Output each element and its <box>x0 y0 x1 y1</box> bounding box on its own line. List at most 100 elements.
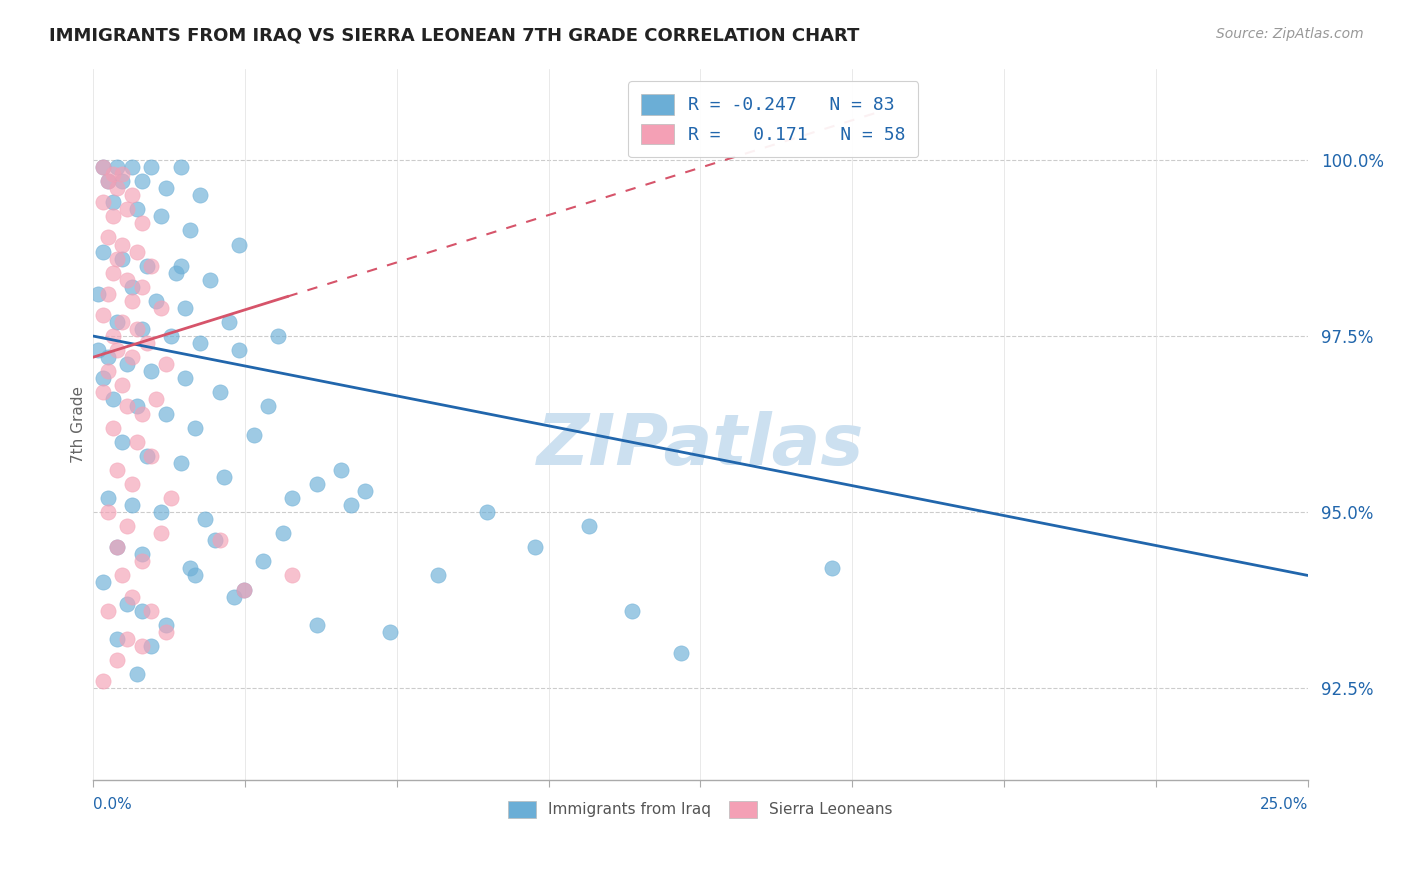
Point <box>125 400 148 414</box>
Point <box>524 541 547 555</box>
Point <box>107 315 129 329</box>
Point <box>169 456 191 470</box>
Point <box>378 624 401 639</box>
Point <box>578 519 600 533</box>
Point <box>141 604 163 618</box>
Point <box>252 554 274 568</box>
Point <box>91 385 114 400</box>
Point <box>669 646 692 660</box>
Text: IMMIGRANTS FROM IRAQ VS SIERRA LEONEAN 7TH GRADE CORRELATION CHART: IMMIGRANTS FROM IRAQ VS SIERRA LEONEAN 7… <box>49 27 859 45</box>
Point <box>194 512 217 526</box>
Point <box>97 174 120 188</box>
Point <box>621 604 644 618</box>
Point <box>115 597 138 611</box>
Point <box>121 590 143 604</box>
Point <box>228 237 250 252</box>
Point <box>101 195 124 210</box>
Point <box>141 364 163 378</box>
Point <box>179 223 201 237</box>
Point <box>131 554 153 568</box>
Point <box>141 639 163 653</box>
Point <box>184 420 207 434</box>
Point <box>91 160 114 174</box>
Point <box>131 174 153 188</box>
Point <box>131 639 153 653</box>
Point <box>115 357 138 371</box>
Point <box>121 293 143 308</box>
Point <box>111 568 134 582</box>
Point <box>101 266 124 280</box>
Point <box>101 210 124 224</box>
Point <box>155 181 177 195</box>
Point <box>121 279 143 293</box>
Point <box>188 336 211 351</box>
Point <box>101 167 124 181</box>
Text: 0.0%: 0.0% <box>93 797 132 813</box>
Text: ZIPatlas: ZIPatlas <box>537 411 865 480</box>
Point <box>135 259 157 273</box>
Point <box>111 434 134 449</box>
Point <box>101 329 124 343</box>
Point <box>131 547 153 561</box>
Point <box>257 400 280 414</box>
Point <box>179 561 201 575</box>
Point <box>150 505 173 519</box>
Point <box>232 582 254 597</box>
Point <box>204 533 226 548</box>
Point <box>131 279 153 293</box>
Point <box>155 357 177 371</box>
Point <box>91 195 114 210</box>
Point <box>160 329 183 343</box>
Point <box>131 407 153 421</box>
Point <box>125 202 148 217</box>
Point <box>145 293 167 308</box>
Point <box>150 526 173 541</box>
Point <box>131 322 153 336</box>
Point <box>107 343 129 358</box>
Point <box>184 568 207 582</box>
Point <box>101 420 124 434</box>
Point <box>111 167 134 181</box>
Point <box>267 329 290 343</box>
Point <box>97 350 120 364</box>
Point <box>354 483 377 498</box>
Point <box>111 315 134 329</box>
Point <box>121 160 143 174</box>
Point <box>174 301 197 315</box>
Point <box>91 371 114 385</box>
Point <box>121 188 143 202</box>
Point <box>97 364 120 378</box>
Point <box>115 202 138 217</box>
Legend: Immigrants from Iraq, Sierra Leoneans: Immigrants from Iraq, Sierra Leoneans <box>501 793 900 825</box>
Point <box>160 491 183 505</box>
Point <box>135 449 157 463</box>
Point <box>242 427 264 442</box>
Point <box>141 449 163 463</box>
Point <box>91 160 114 174</box>
Y-axis label: 7th Grade: 7th Grade <box>72 385 86 463</box>
Point <box>150 301 173 315</box>
Point <box>222 590 245 604</box>
Point <box>169 160 191 174</box>
Point <box>339 498 361 512</box>
Point <box>125 244 148 259</box>
Point <box>131 604 153 618</box>
Point <box>107 463 129 477</box>
Point <box>115 273 138 287</box>
Point <box>87 343 110 358</box>
Point <box>330 463 353 477</box>
Point <box>305 617 328 632</box>
Point <box>305 476 328 491</box>
Point <box>131 216 153 230</box>
Point <box>107 181 129 195</box>
Point <box>125 322 148 336</box>
Point <box>107 653 129 667</box>
Point <box>97 174 120 188</box>
Point <box>208 385 231 400</box>
Point <box>91 308 114 322</box>
Point <box>228 343 250 358</box>
Point <box>97 491 120 505</box>
Point <box>115 400 138 414</box>
Point <box>111 237 134 252</box>
Point <box>218 315 240 329</box>
